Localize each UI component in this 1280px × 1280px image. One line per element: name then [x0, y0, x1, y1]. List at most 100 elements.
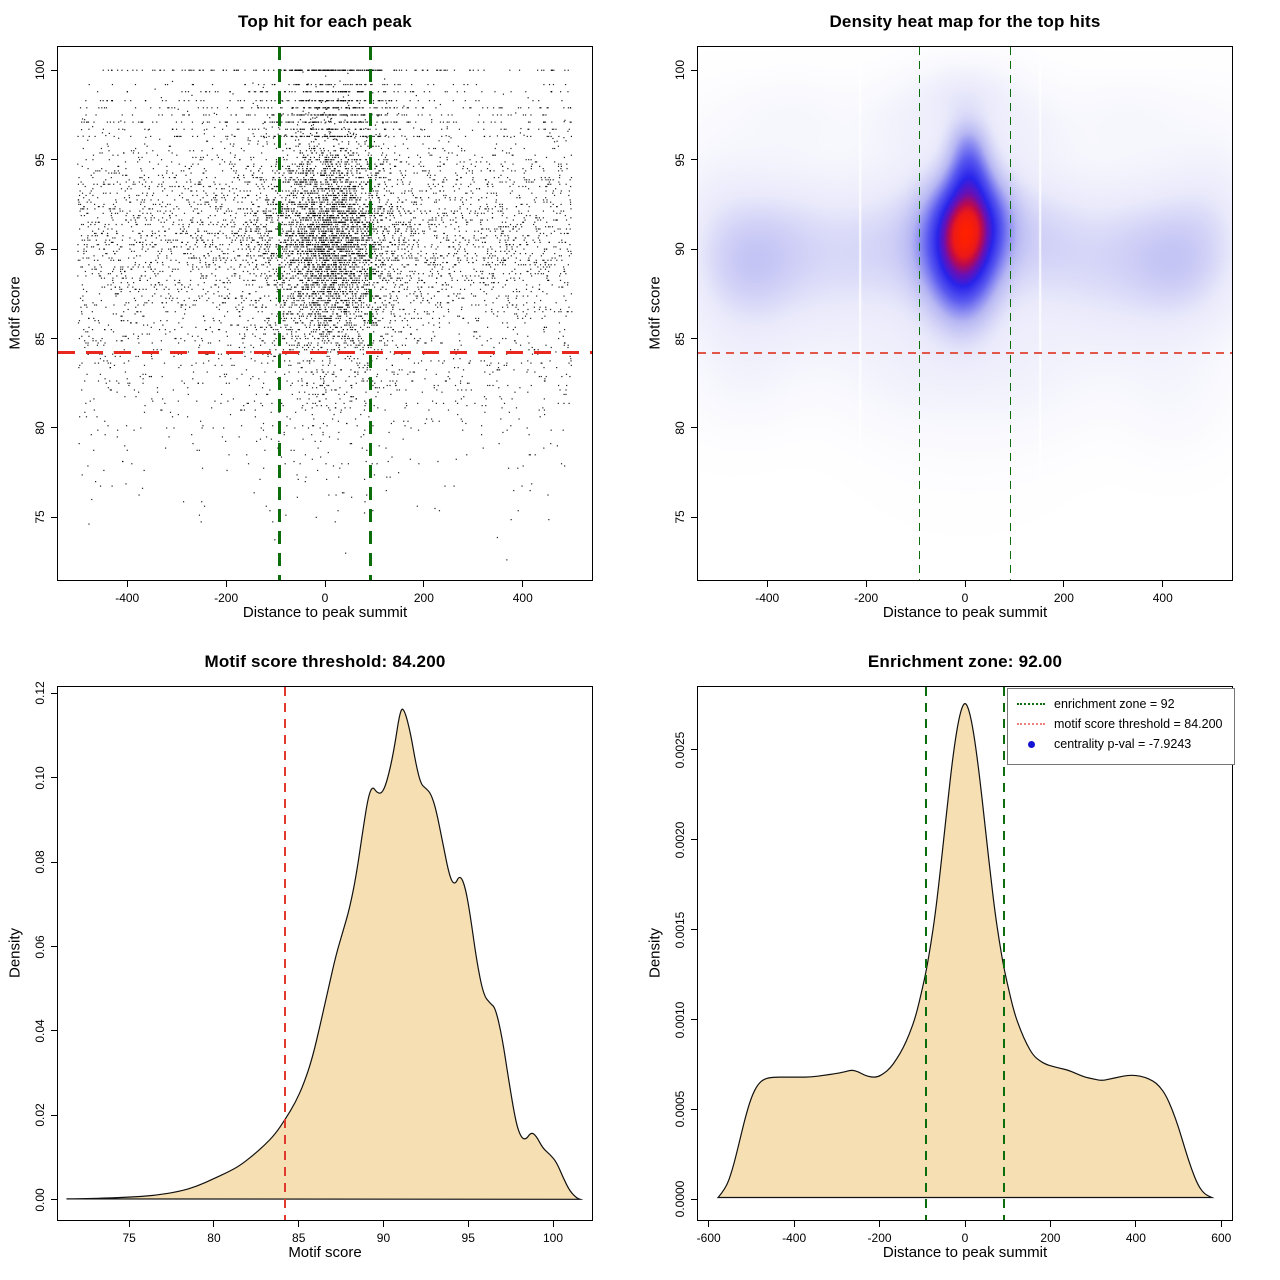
heatmap-canvas	[698, 47, 1232, 580]
y-tick-mark	[691, 248, 698, 250]
y-tick-mark	[691, 159, 698, 161]
y-tick-label: 95	[33, 152, 47, 167]
y-tick-label: 100	[33, 60, 47, 81]
enrichment-zone-line-left	[918, 47, 921, 580]
x-tick-label: 0	[961, 1231, 969, 1245]
centrality-pval-dot-swatch	[1027, 740, 1035, 748]
x-tick-mark	[1063, 580, 1065, 587]
legend-item-centrality-pval: centrality p-val = -7.9243	[1008, 734, 1234, 754]
y-tick-mark	[691, 749, 698, 751]
panel-title: Top hit for each peak	[238, 12, 412, 31]
x-tick-mark	[423, 580, 425, 587]
y-tick-label: 0.08	[33, 850, 47, 874]
y-tick-mark	[51, 248, 58, 250]
x-tick-mark	[708, 1220, 710, 1227]
x-tick-label: 75	[122, 1231, 136, 1245]
legend-item-motif-threshold: motif score threshold = 84.200	[1008, 714, 1234, 734]
x-axis-label: Distance to peak summit	[882, 604, 1048, 621]
y-tick-mark	[691, 1108, 698, 1110]
x-tick-label: 0	[961, 591, 969, 605]
y-axis-label: Density	[6, 927, 24, 979]
y-tick-label: 90	[33, 242, 47, 256]
x-axis-label: Motif score	[288, 1244, 362, 1261]
y-tick-mark	[51, 1030, 58, 1032]
y-tick-label: 80	[673, 421, 687, 435]
y-tick-mark	[51, 777, 58, 779]
y-tick-label: 100	[673, 60, 687, 81]
x-tick-label: 100	[542, 1231, 564, 1245]
x-tick-mark	[225, 580, 227, 587]
y-tick-label: 95	[673, 152, 687, 167]
x-tick-mark	[865, 580, 867, 587]
x-tick-label: -200	[867, 1231, 892, 1245]
x-tick-label: -400	[755, 591, 780, 605]
x-tick-mark	[879, 1220, 881, 1227]
x-tick-label: -400	[782, 1231, 807, 1245]
density-plot-canvas	[698, 687, 1232, 1220]
x-tick-mark	[1162, 580, 1164, 587]
x-tick-label: -200	[854, 591, 879, 605]
y-tick-label: 0.00	[33, 1188, 47, 1212]
y-tick-label: 0.0010	[673, 1001, 687, 1038]
x-tick-label: 0	[321, 591, 329, 605]
x-tick-mark	[964, 1220, 966, 1227]
x-tick-mark	[1220, 1220, 1222, 1227]
legend-label: centrality p-val = -7.9243	[1054, 737, 1192, 751]
y-tick-mark	[691, 69, 698, 71]
x-tick-mark	[766, 580, 768, 587]
x-axis-label: Distance to peak summit	[242, 604, 408, 621]
y-tick-mark	[51, 946, 58, 948]
y-tick-label: 85	[673, 331, 687, 346]
y-tick-label: 85	[33, 331, 47, 346]
panel-enrichment-zone-density: Enrichment zone: 92.00 Density Distance …	[640, 640, 1280, 1280]
x-tick-mark	[382, 1220, 384, 1227]
x-tick-mark	[522, 580, 524, 587]
y-tick-mark	[51, 692, 58, 694]
y-tick-mark	[51, 1199, 58, 1201]
panel-title: Enrichment zone: 92.00	[867, 652, 1063, 671]
panel-top-hit-scatter: Top hit for each peak Motif score Distan…	[0, 0, 640, 640]
x-tick-mark	[793, 1220, 795, 1227]
y-tick-label: 0.10	[33, 766, 47, 790]
x-tick-mark	[1049, 1220, 1051, 1227]
motif-score-threshold-line	[284, 687, 287, 1220]
x-tick-label: 95	[461, 1231, 475, 1245]
y-tick-label: 0.12	[33, 681, 47, 706]
y-tick-label: 0.0005	[673, 1091, 687, 1128]
x-tick-mark	[1135, 1220, 1137, 1227]
motif-score-threshold-line	[698, 351, 1232, 354]
x-tick-mark	[128, 1220, 130, 1227]
legend-item-enrichment-zone: enrichment zone = 92	[1008, 694, 1234, 714]
x-tick-label: 85	[292, 1231, 306, 1245]
y-tick-mark	[691, 839, 698, 841]
y-tick-mark	[51, 69, 58, 71]
density-plot-canvas	[58, 687, 592, 1220]
x-tick-mark	[126, 580, 128, 587]
enrichment-zone-line-right	[1009, 47, 1012, 580]
x-tick-label: 200	[413, 591, 434, 605]
y-tick-mark	[51, 159, 58, 161]
y-tick-mark	[691, 1198, 698, 1200]
y-tick-label: 0.04	[33, 1019, 47, 1043]
legend-swatch-cell	[1008, 723, 1054, 725]
y-axis-label: Density	[646, 927, 664, 979]
legend-label: motif score threshold = 84.200	[1054, 717, 1223, 731]
x-tick-label: 400	[512, 591, 533, 605]
enrichment-zone-line-swatch	[1017, 703, 1045, 705]
panel-title: Density heat map for the top hits	[829, 12, 1101, 31]
x-tick-label: 200	[1053, 591, 1074, 605]
x-tick-label: 80	[207, 1231, 221, 1245]
x-tick-label: 600	[1211, 1231, 1232, 1245]
y-tick-label: 80	[33, 421, 47, 435]
legend-label: enrichment zone = 92	[1054, 697, 1175, 711]
y-tick-mark	[51, 427, 58, 429]
y-tick-label: 0.0020	[673, 821, 687, 859]
x-tick-mark	[467, 1220, 469, 1227]
enrichment-zone-line-right	[1003, 687, 1006, 1220]
x-tick-label: -600	[696, 1231, 721, 1245]
x-tick-label: 400	[1125, 1231, 1146, 1245]
y-tick-label: 0.06	[33, 934, 47, 959]
y-tick-label: 75	[33, 510, 47, 525]
scatter-plot-canvas	[58, 47, 592, 580]
